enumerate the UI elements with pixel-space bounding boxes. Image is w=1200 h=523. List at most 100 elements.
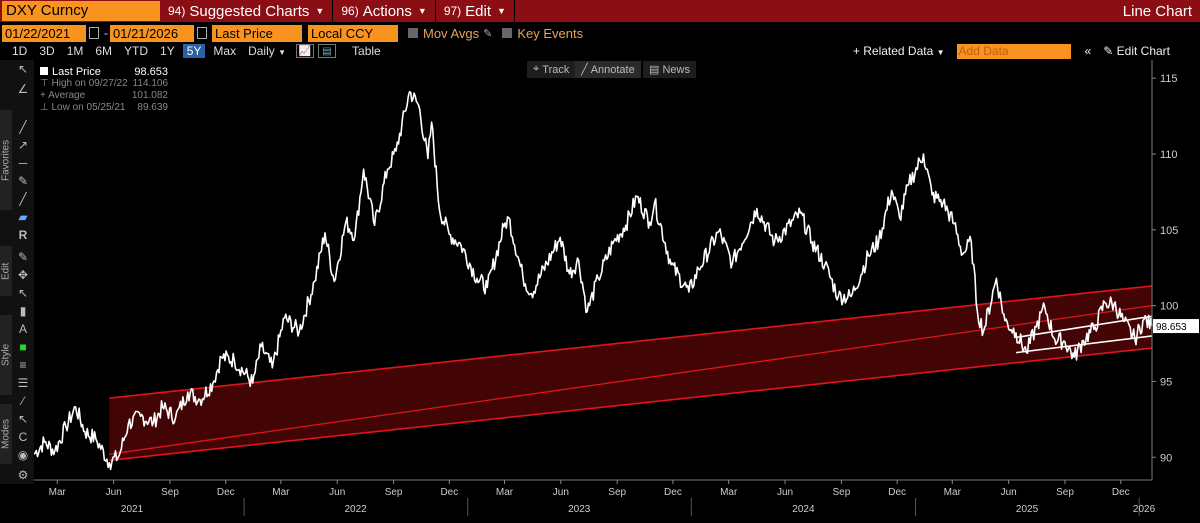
menu-number: 97) <box>443 4 462 18</box>
horizontal-line-icon[interactable]: ─ <box>18 156 28 170</box>
news-label: News <box>662 63 690 76</box>
menu-number: 96) <box>341 4 359 18</box>
brush-icon[interactable]: ╱ <box>19 192 27 206</box>
mode-cursor-icon[interactable]: ↖ <box>17 412 29 426</box>
chart-svg[interactable]: 90 95 100 105 110 115 98.653 Mar Jun Sep Dec Mar Ju… <box>34 60 1200 523</box>
news-button[interactable]: ▤ News <box>643 61 696 78</box>
legend-last-price: Last Price 98.653 <box>40 66 168 78</box>
mov-avgs-label: Mov Avgs <box>423 25 480 41</box>
menu-label: Edit <box>465 2 492 20</box>
line-style-icon[interactable]: 📈 <box>296 44 315 58</box>
x-tick-label: Dec <box>217 487 235 498</box>
edit-tab[interactable]: Edit <box>0 246 12 296</box>
legend-swatch <box>40 67 48 75</box>
line-style-icon[interactable]: ☰ <box>17 376 29 390</box>
range-1m[interactable]: 1M <box>66 44 84 58</box>
collapse-icon[interactable]: « <box>1084 44 1092 58</box>
menu-actions[interactable]: 96) Actions ▼ <box>341 0 426 22</box>
trend-icon[interactable]: ╱ <box>19 120 27 134</box>
legend-value: 98.653 <box>134 66 168 78</box>
favorites-tab[interactable]: Favorites <box>0 110 12 210</box>
caret-down-icon: ▼ <box>936 48 945 57</box>
field-selector[interactable]: Last Price <box>212 24 302 42</box>
menu-edit[interactable]: 97) Edit ▼ <box>444 0 506 22</box>
x-tick-label: Jun <box>777 487 793 498</box>
select-icon[interactable]: ↖ <box>17 286 29 300</box>
color-icon[interactable]: ■ <box>19 340 27 354</box>
track-button[interactable]: ⌖ Track <box>527 61 576 78</box>
channel-upper-line <box>1015 315 1153 339</box>
pencil-icon[interactable]: ✎ <box>17 250 29 264</box>
snap-icon[interactable]: ◉ <box>17 448 29 462</box>
start-date-field[interactable]: 01/22/2021 <box>2 24 86 42</box>
move-icon[interactable]: ✥ <box>17 268 29 282</box>
top-menu-bar: DXY Curncy 94) Suggested Charts ▼ 96) Ac… <box>0 0 1200 22</box>
legend-label: Average <box>48 90 86 101</box>
currency-selector[interactable]: Local CCY <box>308 24 398 42</box>
legend-average: + Average 101.082 <box>40 90 168 101</box>
price-chart[interactable]: 90 95 100 105 110 115 98.653 Mar Jun Sep Dec Mar Ju… <box>34 60 1200 523</box>
range-3d[interactable]: 3D <box>39 44 55 58</box>
caret-down-icon: ▼ <box>315 6 325 16</box>
annotate-button[interactable]: ╱ Annotate <box>575 61 641 78</box>
menu-label: Suggested Charts <box>189 2 310 20</box>
arrow-draw-icon[interactable]: ↗ <box>17 138 29 152</box>
text-style-icon[interactable]: A <box>18 322 27 336</box>
x-tick-label: Dec <box>664 487 682 498</box>
y-tick-label: 100 <box>1160 301 1178 313</box>
menu-suggested-charts[interactable]: 94) Suggested Charts ▼ <box>168 0 324 22</box>
modes-tab[interactable]: Modes <box>0 404 12 464</box>
table-button[interactable]: Table <box>352 44 381 58</box>
channel-lower-line <box>109 347 1153 462</box>
x-tick-label: Mar <box>272 487 290 498</box>
x-tick-label: Dec <box>888 487 906 498</box>
x-tick-label: Dec <box>440 487 458 498</box>
add-data-input[interactable]: Add Data <box>956 43 1071 59</box>
reset-icon[interactable]: R <box>18 228 28 242</box>
pencil-icon[interactable]: ✎ <box>483 27 493 40</box>
channel-upper-line <box>109 285 1153 399</box>
style-tab[interactable]: Style <box>0 315 12 395</box>
chart-type-label: Line Chart <box>1122 2 1192 20</box>
x-year-label: 2024 <box>792 504 815 515</box>
range-5y[interactable]: 5Y <box>182 44 206 58</box>
x-tick-label: Sep <box>833 487 851 498</box>
current-value-box <box>1153 319 1199 334</box>
annotate-label: Annotate <box>590 63 635 76</box>
divider <box>434 0 436 22</box>
legend-value: 89.639 <box>137 102 168 113</box>
crosshair-icon: ⌖ <box>533 63 540 75</box>
x-tick-label: Jun <box>1001 487 1017 498</box>
frequency-label: Daily <box>248 44 275 58</box>
edit-chart-button[interactable]: ✎ Edit Chart <box>1103 44 1170 58</box>
legend-label: High on 09/27/22 <box>51 78 128 89</box>
range-ytd[interactable]: YTD <box>124 44 149 58</box>
range-max[interactable]: Max <box>213 44 237 58</box>
cursor-icon[interactable]: ↖ <box>17 62 29 76</box>
range-1d[interactable]: 1D <box>12 44 28 58</box>
related-data-button[interactable]: + Related Data ▼ <box>853 44 945 58</box>
delete-icon[interactable]: ▮ <box>19 304 27 318</box>
y-tick-label: 110 <box>1160 149 1178 161</box>
calendar-icon[interactable] <box>197 27 207 39</box>
line-weight-icon[interactable]: ≡ <box>19 358 27 372</box>
current-value-label: 98.653 <box>1156 322 1187 333</box>
line-draw-icon[interactable]: ∠ <box>17 82 29 96</box>
range-6m[interactable]: 6M <box>95 44 113 58</box>
x-year-label: 2023 <box>568 504 591 515</box>
mov-avgs-checkbox[interactable] <box>408 28 418 38</box>
frequency-selector[interactable]: Daily ▼ <box>248 44 286 58</box>
channel-icon[interactable]: ▰ <box>18 210 28 224</box>
pen-icon[interactable]: ✎ <box>17 174 29 188</box>
channel-mid-line <box>109 304 1153 455</box>
eraser-icon[interactable]: ⁄ <box>21 394 24 408</box>
calendar-icon[interactable] <box>89 27 99 39</box>
gear-icon[interactable]: ⚙ <box>17 468 29 482</box>
ticker-field[interactable]: DXY Curncy <box>2 1 160 21</box>
range-1y[interactable]: 1Y <box>160 44 175 58</box>
magnet-icon[interactable]: C <box>18 430 28 444</box>
x-tick-label: Mar <box>944 487 962 498</box>
end-date-field[interactable]: 01/21/2026 <box>110 24 194 42</box>
key-events-checkbox[interactable] <box>502 28 513 38</box>
chart-style-icon[interactable]: ▤ <box>318 44 337 58</box>
